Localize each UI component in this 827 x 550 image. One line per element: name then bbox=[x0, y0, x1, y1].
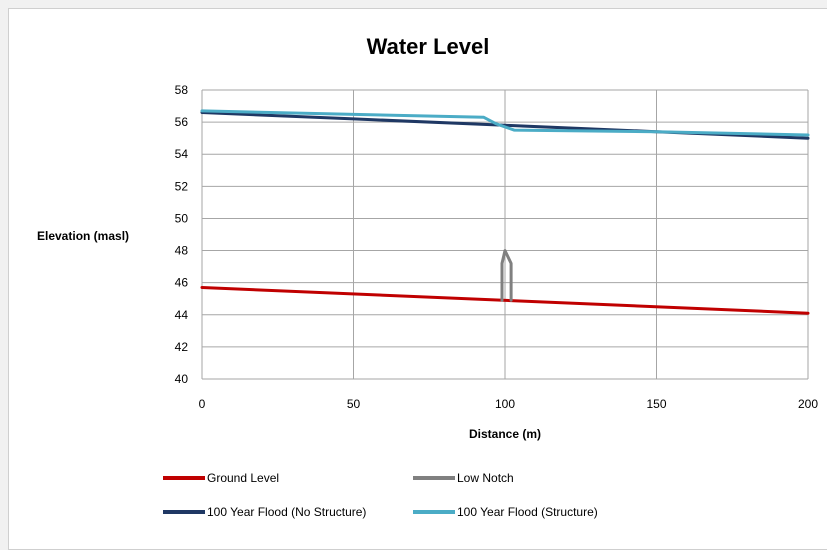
series-line-ground-level bbox=[200, 286, 810, 315]
series-group bbox=[200, 109, 810, 315]
x-tick-label: 100 bbox=[495, 397, 515, 411]
y-tick-label: 46 bbox=[175, 276, 189, 290]
y-tick-label: 48 bbox=[175, 244, 189, 258]
y-tick-label: 54 bbox=[175, 147, 189, 161]
x-tick-label: 50 bbox=[347, 397, 361, 411]
grid bbox=[201, 89, 809, 380]
legend: Ground Level Low Notch 100 Year Flood (No … bbox=[163, 471, 598, 519]
y-tick-label: 42 bbox=[175, 340, 189, 354]
legend-label-ground-level: Ground Level bbox=[207, 471, 279, 485]
series-line-low-notch bbox=[500, 249, 513, 302]
legend-label-100-year-flood-no-structure: 100 Year Flood (No Structure) bbox=[207, 505, 366, 519]
y-tick-label: 44 bbox=[175, 308, 189, 322]
x-tick-label: 0 bbox=[199, 397, 206, 411]
y-tick-label: 50 bbox=[175, 211, 189, 225]
series-line-100-year-flood-structure bbox=[200, 109, 810, 137]
x-tick-labels: 0 50 100 150 200 bbox=[199, 397, 819, 411]
chart-frame bbox=[8, 8, 827, 550]
y-tick-label: 52 bbox=[175, 179, 189, 193]
x-tick-label: 150 bbox=[646, 397, 666, 411]
x-tick-label: 200 bbox=[798, 397, 818, 411]
legend-label-low-notch: Low Notch bbox=[457, 471, 514, 485]
y-tick-label: 58 bbox=[175, 83, 189, 97]
y-tick-label: 40 bbox=[175, 372, 189, 386]
chart-title: Water Level bbox=[367, 34, 490, 59]
water-level-chart: Water Level 40 42 44 46 48 50 52 54 56 58 0 50 100 1… bbox=[37, 34, 819, 519]
legend-label-100-year-flood-structure: 100 Year Flood (Structure) bbox=[457, 505, 598, 519]
y-tick-labels: 40 42 44 46 48 50 52 54 56 58 bbox=[175, 83, 189, 386]
y-axis-label: Elevation (masl) bbox=[37, 229, 129, 243]
x-axis-label: Distance (m) bbox=[469, 427, 541, 441]
y-tick-label: 56 bbox=[175, 115, 189, 129]
